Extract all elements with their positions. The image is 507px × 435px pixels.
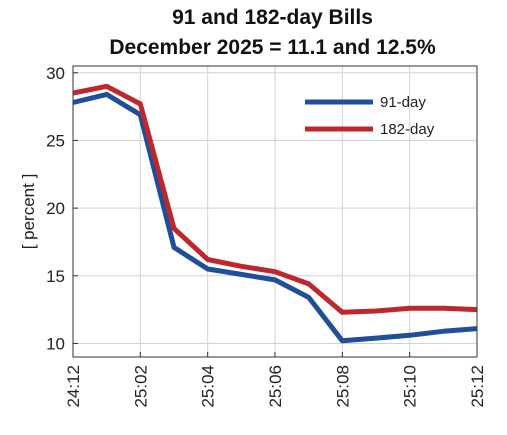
x-tick-label: 25:02 [131,365,150,408]
chart-title-line-2: December 2025 = 11.1 and 12.5% [109,36,436,59]
y-tick-label: 15 [46,267,65,286]
y-tick-label: 30 [46,64,65,83]
x-tick-label: 25:06 [266,365,285,408]
y-axis-ticks: 10 15 20 25 30 [46,64,78,353]
x-tick-label: 25:04 [199,365,218,408]
x-tick-label: 25:10 [401,365,420,408]
legend-label: 91-day [380,94,426,111]
plot-frame [72,65,478,358]
y-tick-label: 20 [46,199,65,218]
y-axis-label: [ percent ] [19,174,38,250]
series-line-91-day [72,91,478,344]
y-tick-label: 25 [46,131,65,150]
y-tick-label: 10 [46,334,65,353]
legend-label: 182-day [380,121,435,138]
series-line-182-day [72,83,478,315]
legend: 91-day 182-day [305,94,435,138]
series-lines [72,83,478,344]
x-axis-ticks: 24:12 25:02 25:04 25:06 25:08 25:10 25:12 [64,352,487,408]
x-tick-label: 24:12 [64,365,83,408]
x-tick-label: 25:12 [468,365,487,408]
x-tick-label: 25:08 [333,365,352,408]
chart-title-line-1: 91 and 182-day Bills [172,6,373,29]
